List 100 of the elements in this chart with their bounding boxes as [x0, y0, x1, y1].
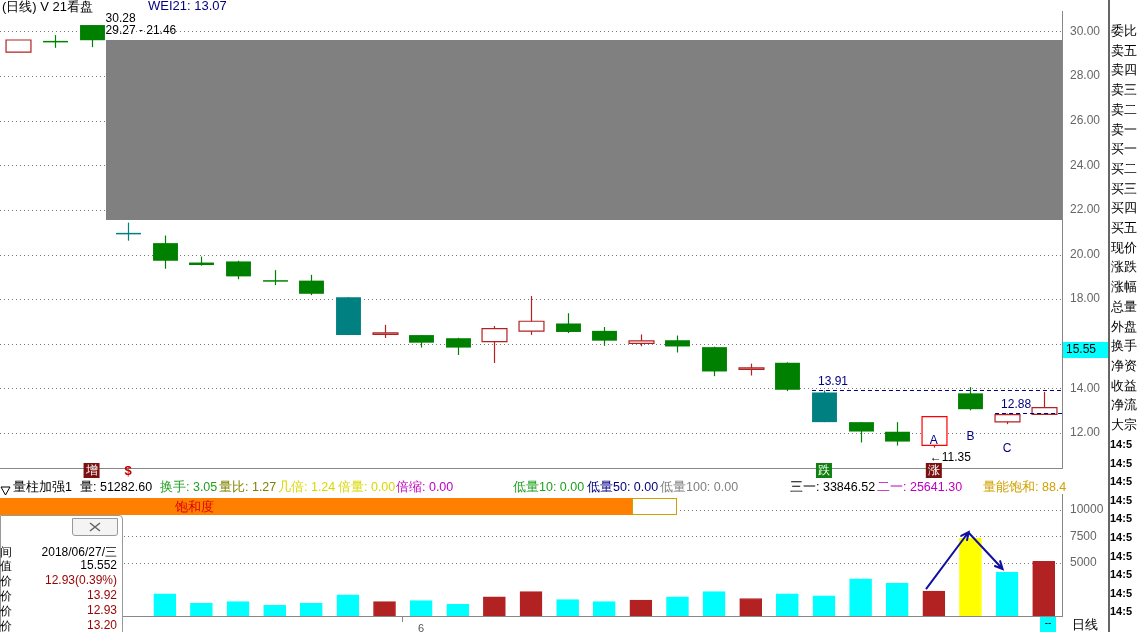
bar [849, 578, 872, 616]
annotation: 饱和度 [175, 499, 214, 516]
text: 量比: 1.27 [219, 479, 277, 496]
bar [959, 537, 982, 616]
annotation: 价 [0, 588, 12, 605]
text: 14:5 [1110, 456, 1133, 469]
annotation: 增 [84, 463, 98, 478]
y-tick-label: 18.00 [1070, 291, 1101, 306]
bar [629, 599, 653, 616]
chart-title: (日线) V 21看盘 [2, 0, 94, 16]
ref-line-label: 13.91 [817, 373, 849, 388]
annotation: 15.552 [80, 558, 117, 572]
y-tick-label: 20.00 [1070, 246, 1101, 261]
bar [190, 602, 213, 616]
text: 外盘 [1111, 317, 1137, 336]
text: 现价 [1111, 238, 1137, 257]
bar [373, 601, 396, 616]
text: 低量10: 0.00 [513, 479, 585, 496]
text: 低量50: 0.00 [587, 479, 659, 496]
text: 倍量: 0.00 [338, 479, 396, 496]
bar [263, 605, 286, 616]
text: 卖一 [1111, 120, 1137, 139]
text: 换手: 3.05 [160, 479, 218, 496]
annotation: 13.92 [86, 588, 117, 602]
y-tick-label: 10000 [1070, 502, 1104, 517]
bar [1032, 561, 1056, 616]
annotation: 30.28 [105, 11, 136, 26]
text: 收益 [1111, 376, 1137, 395]
bar [702, 591, 726, 616]
chart-title: 量柱加强1 [13, 479, 72, 496]
annotation: $ [124, 462, 133, 478]
bar [556, 599, 579, 616]
y-tick-label: 7500 [1070, 528, 1098, 543]
text: 几倍: 1.24 [278, 479, 336, 496]
annotation: 值 [0, 558, 12, 575]
text: 委比 [1111, 22, 1137, 40]
text: 买五 [1111, 219, 1137, 237]
x-tick-label: 6 [418, 621, 425, 632]
annotation: C [1002, 441, 1012, 456]
text: 净流 [1111, 396, 1137, 415]
text: 总量 [1111, 297, 1137, 316]
bar [299, 602, 323, 616]
text: 15.55 [1066, 342, 1097, 357]
text: 14:5 [1110, 512, 1133, 525]
text: 量能饱和: 88.4 [983, 479, 1067, 496]
annotation: 2018/06/27/三 [41, 544, 117, 560]
bar [995, 571, 1019, 616]
y-tick-label: 30.00 [1070, 23, 1101, 38]
text: 倍缩: 0.00 [396, 479, 454, 496]
annotation: 价 [0, 573, 12, 590]
bar [409, 600, 433, 616]
annotation: 间 [0, 544, 12, 560]
text: 13.20 [86, 618, 117, 632]
text: 日线 [1072, 616, 1098, 632]
ref-line-label: 12.88 [1001, 396, 1032, 411]
bar [226, 601, 250, 616]
bar [519, 591, 543, 616]
text: 14:5 [1110, 438, 1133, 450]
annotation: 涨 [927, 463, 940, 478]
text: 涨幅 [1111, 278, 1137, 297]
text: 卖四 [1111, 61, 1137, 80]
bar [776, 593, 799, 616]
text: 买二 [1111, 159, 1137, 178]
annotation: WEI21: 13.07 [148, 0, 227, 13]
bar [153, 593, 177, 616]
text: 卖五 [1111, 41, 1137, 60]
annotation: 29.27 - 21.46 [105, 23, 177, 38]
text: 二一: 25641.30 [877, 479, 963, 496]
text: 14:5 [1110, 568, 1133, 581]
y-tick-label: 12.00 [1070, 425, 1101, 440]
annotation: B [966, 429, 975, 444]
text: 14:5 [1110, 493, 1133, 506]
text: 卖二 [1111, 100, 1137, 119]
text: 大宗 [1111, 416, 1137, 434]
text: 卖三 [1111, 81, 1137, 100]
text: 14:5 [1110, 549, 1133, 562]
bar [483, 596, 506, 616]
text: 买一 [1111, 140, 1137, 159]
annotation: ←11.35 [929, 450, 972, 465]
y-tick-label: 26.00 [1070, 112, 1101, 127]
bar [922, 590, 946, 616]
bar [336, 594, 360, 616]
text: 换手 [1111, 337, 1137, 356]
text: 量: 51282.60 [80, 479, 153, 496]
bar [739, 598, 763, 616]
text: 价 [0, 618, 12, 632]
text: 低量100: 0.00 [660, 479, 739, 496]
bar [446, 604, 470, 616]
y-tick-label: 28.00 [1070, 68, 1101, 83]
bar [812, 595, 836, 616]
bar [592, 601, 616, 616]
annotation: 价 [0, 603, 12, 620]
y-tick-label: 24.00 [1070, 157, 1101, 172]
bar [666, 596, 689, 616]
text: -- [1040, 617, 1056, 632]
y-tick-label: 5000 [1070, 555, 1098, 570]
annotation: 跌 [817, 463, 830, 478]
y-tick-label: 22.00 [1070, 202, 1101, 217]
text: 14:5 [1110, 531, 1133, 543]
y-tick-label: 14.00 [1070, 380, 1101, 395]
